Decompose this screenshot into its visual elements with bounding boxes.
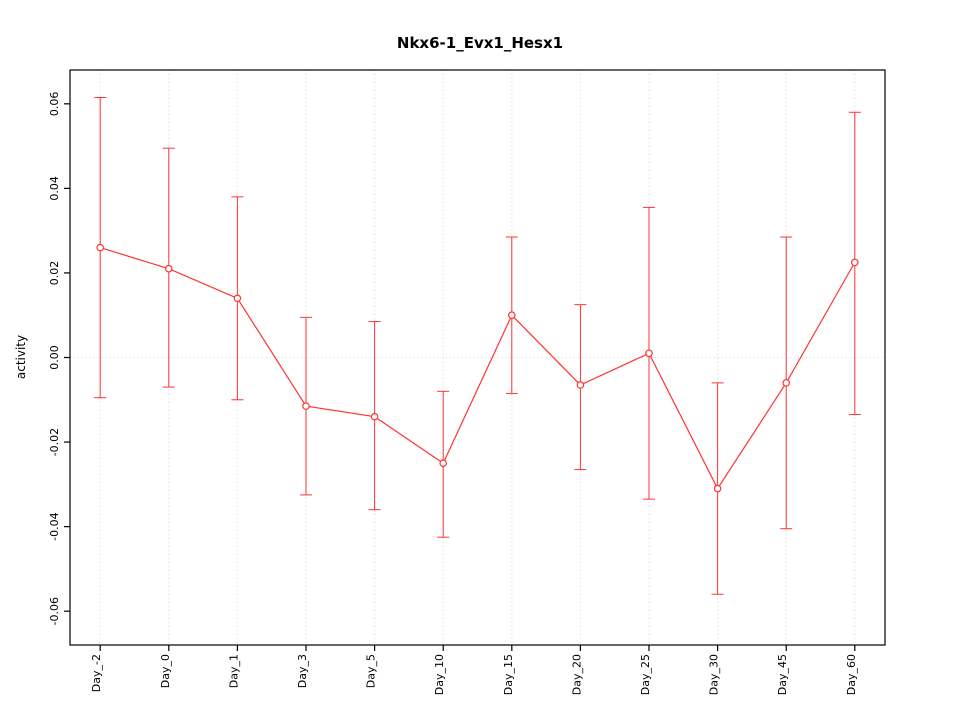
data-point <box>96 243 104 252</box>
data-point <box>713 484 722 493</box>
x-tick-label: Day_60 <box>845 654 858 695</box>
x-tick-label: Day_10 <box>433 654 446 695</box>
y-axis-label: activity <box>14 335 28 379</box>
x-tick-label: Day_1 <box>227 654 240 688</box>
data-point <box>576 381 585 389</box>
x-tick-label: Day_45 <box>776 654 789 695</box>
x-tick-label: Day_5 <box>365 654 378 688</box>
x-tick-label: Day_20 <box>570 654 583 695</box>
data-point <box>164 264 173 273</box>
y-tick-label: -0.04 <box>48 512 61 540</box>
data-point <box>645 349 653 358</box>
x-tick-label: Day_0 <box>159 654 172 688</box>
y-tick-label: 0.00 <box>48 345 61 370</box>
y-tick-label: -0.02 <box>48 428 61 456</box>
x-tick-label: Day_-2 <box>90 654 103 692</box>
data-point <box>439 459 447 467</box>
chart-title: Nkx6-1_Evx1_Hesx1 <box>397 34 563 52</box>
data-point <box>851 258 859 267</box>
y-tick-label: -0.06 <box>48 597 61 625</box>
x-tick-label: Day_3 <box>296 654 309 688</box>
y-tick-label: 0.04 <box>48 176 61 201</box>
x-tick-label: Day_25 <box>639 654 652 695</box>
data-point <box>370 412 379 421</box>
x-tick-label: Day_15 <box>502 654 515 695</box>
y-tick-label: 0.06 <box>48 92 61 117</box>
x-tick-label: Day_30 <box>708 654 721 695</box>
series-line <box>100 247 856 490</box>
data-point <box>782 379 791 387</box>
data-point <box>508 311 516 320</box>
data-point <box>302 402 310 410</box>
data-point <box>233 294 242 303</box>
y-tick-label: 0.02 <box>48 261 61 286</box>
